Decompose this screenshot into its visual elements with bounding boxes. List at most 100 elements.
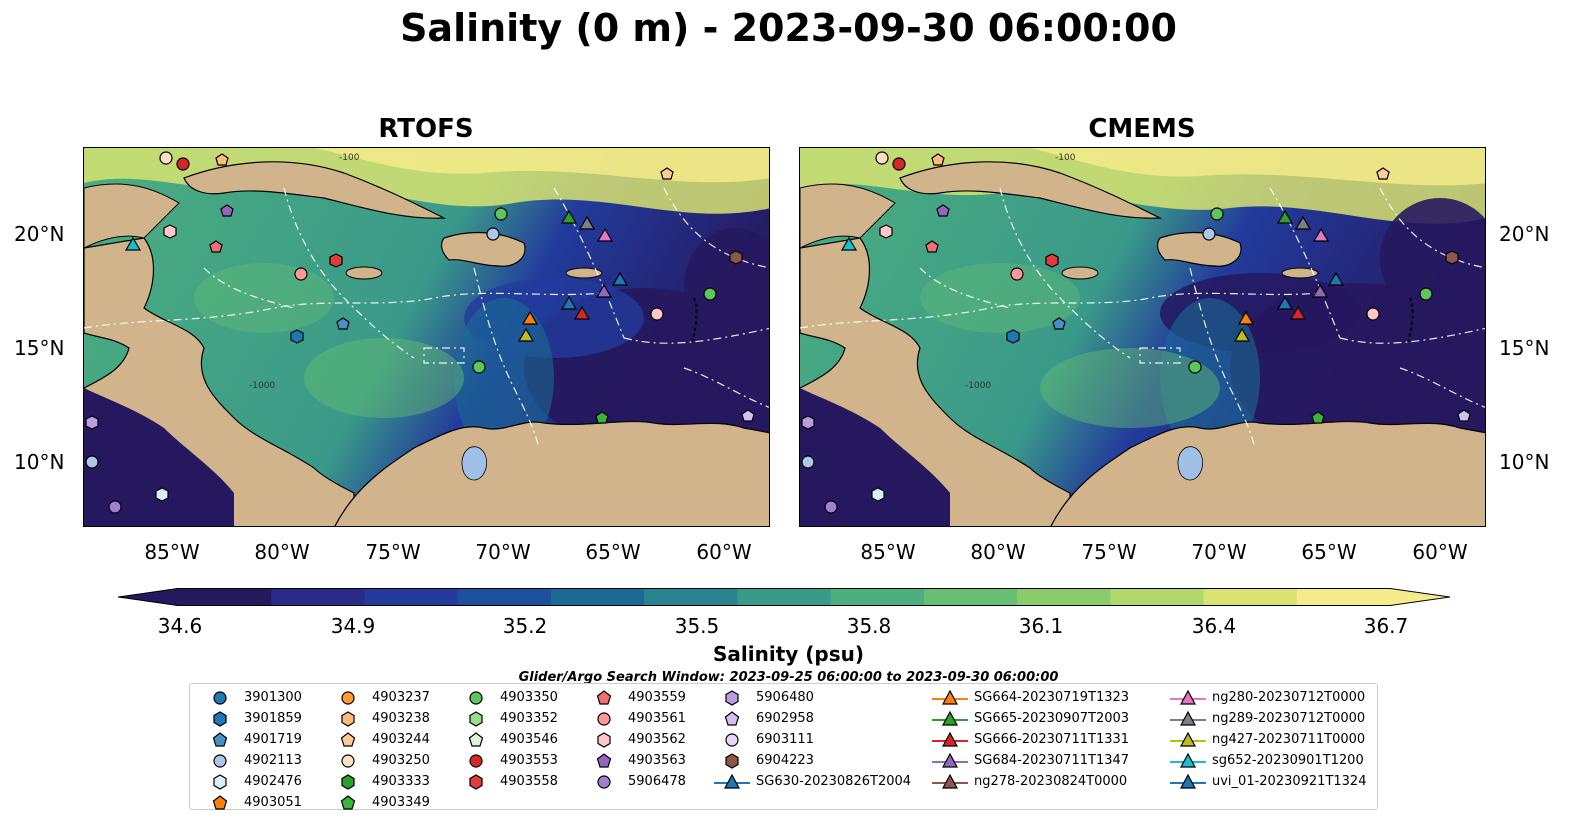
legend-label: 4903350 [500,690,558,705]
float-marker[interactable] [329,253,343,268]
legend-label: 4903244 [372,732,430,747]
lon-tick: 65°W [585,540,641,564]
float-marker[interactable] [1311,411,1325,424]
float-marker[interactable] [875,151,889,165]
float-marker[interactable] [294,267,308,281]
contour-label-1000: -1000 [249,381,275,391]
float-legend-icon [212,795,228,810]
colorbar-tick: 35.8 [846,614,892,638]
glider-legend-icon [714,773,750,789]
float-marker[interactable] [650,307,664,321]
float-marker[interactable] [336,317,350,330]
glider-legend-icon [1170,752,1206,768]
float-marker[interactable] [1045,253,1059,268]
float-marker[interactable] [1445,250,1459,265]
float-marker[interactable] [494,207,508,221]
float-marker[interactable] [220,204,234,217]
glider-marker[interactable] [517,327,535,342]
float-marker[interactable] [824,500,838,514]
float-marker[interactable] [85,415,99,430]
float-marker[interactable] [486,227,500,241]
legend-label: 4903238 [372,711,430,726]
glider-marker[interactable] [578,215,596,230]
float-marker[interactable] [871,487,885,502]
float-legend-icon [725,733,739,747]
legend-label: 5906478 [628,774,686,789]
float-marker[interactable] [290,329,304,344]
lat-tick-left: 10°N [14,450,65,474]
float-marker[interactable] [925,240,939,253]
glider-marker[interactable] [1276,209,1294,224]
lon-tick: 80°W [254,540,310,564]
legend-label: 5906480 [756,690,814,705]
glider-marker[interactable] [596,227,614,242]
float-marker[interactable] [595,411,609,424]
float-marker[interactable] [703,287,717,301]
float-marker[interactable] [892,157,906,171]
glider-marker[interactable] [124,236,142,251]
lat-tick-left: 15°N [14,336,65,360]
search-window-text: Glider/Argo Search Window: 2023-09-25 06… [518,670,1059,684]
glider-marker[interactable] [1289,305,1307,320]
colorbar-segment [178,588,272,606]
float-marker[interactable] [85,455,99,469]
float-marker[interactable] [163,224,177,239]
colorbar-segment [923,588,1018,606]
legend-label: 6903111 [756,732,814,747]
glider-marker[interactable] [595,283,613,298]
map-panel-cmems[interactable]: -100 -1000 [799,147,1486,527]
float-marker[interactable] [801,455,815,469]
float-marker[interactable] [215,153,229,166]
float-marker[interactable] [1202,227,1216,241]
glider-legend-icon [932,710,968,726]
glider-marker[interactable] [1276,295,1294,310]
float-marker[interactable] [108,500,122,514]
colorbar-tick: 35.5 [674,614,720,638]
glider-marker[interactable] [521,310,539,325]
legend-label: 3901300 [244,690,302,705]
float-marker[interactable] [209,240,223,253]
float-marker[interactable] [155,487,169,502]
float-marker[interactable] [1006,329,1020,344]
float-marker[interactable] [936,204,950,217]
lat-tick-left: 20°N [14,222,65,246]
glider-marker[interactable] [1237,310,1255,325]
float-marker[interactable] [176,157,190,171]
float-marker[interactable] [1052,317,1066,330]
float-legend-icon [469,691,483,705]
float-marker[interactable] [931,153,945,166]
glider-marker[interactable] [1312,227,1330,242]
float-marker[interactable] [1457,409,1471,422]
colorbar-segment [271,588,365,606]
float-marker[interactable] [741,409,755,422]
glider-marker[interactable] [560,209,578,224]
glider-marker[interactable] [573,305,591,320]
float-marker[interactable] [660,167,674,180]
float-marker[interactable] [1366,307,1380,321]
map-panel-rtofs[interactable]: -100 -1000 [83,147,770,527]
lat-tick-right: 15°N [1499,336,1550,360]
float-marker[interactable] [472,360,486,374]
float-marker[interactable] [729,250,743,265]
float-marker[interactable] [1010,267,1024,281]
lon-tick: 60°W [696,540,752,564]
salinity-map-rtofs: -100 -1000 [84,148,769,526]
glider-marker[interactable] [840,236,858,251]
salinity-colorbar [118,588,1450,606]
float-marker[interactable] [801,415,815,430]
float-marker[interactable] [1210,207,1224,221]
glider-marker[interactable] [1233,327,1251,342]
colorbar-tick: 34.6 [157,614,203,638]
colorbar-segment [1296,588,1391,606]
glider-marker[interactable] [560,295,578,310]
glider-marker[interactable] [1327,271,1345,286]
float-marker[interactable] [159,151,173,165]
glider-marker[interactable] [611,271,629,286]
legend-label: 4903558 [500,774,558,789]
glider-marker[interactable] [1294,215,1312,230]
float-marker[interactable] [1188,360,1202,374]
glider-marker[interactable] [1311,283,1329,298]
float-marker[interactable] [1376,167,1390,180]
float-marker[interactable] [879,224,893,239]
float-marker[interactable] [1419,287,1433,301]
